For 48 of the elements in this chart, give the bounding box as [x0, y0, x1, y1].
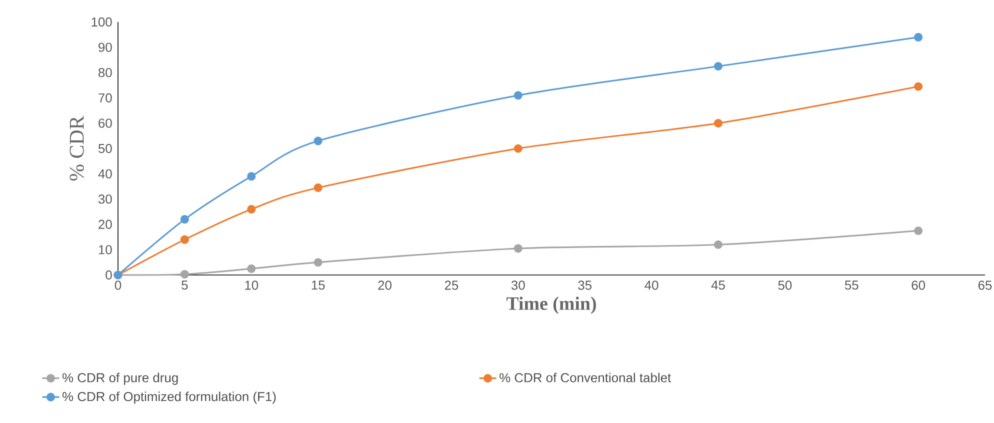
- point: [314, 136, 322, 146]
- y-tick-label: 100: [92, 17, 112, 27]
- point: [180, 215, 189, 224]
- x-tick-label: 60: [912, 280, 926, 290]
- point: [247, 204, 256, 214]
- point: [180, 270, 189, 279]
- point: [914, 226, 923, 236]
- x-tick-label: 0: [114, 280, 122, 290]
- x-tick-label: 40: [644, 280, 658, 290]
- legend-label: % CDR of pure drug: [62, 372, 178, 385]
- x-tick-label: 25: [444, 280, 458, 290]
- y-tick-label: 30: [98, 194, 112, 204]
- point: [714, 118, 723, 128]
- point: [514, 91, 522, 100]
- x-axis-title: Time (min): [506, 296, 596, 314]
- point: [914, 32, 923, 42]
- point: [314, 258, 322, 267]
- point: [314, 183, 322, 192]
- legend-label: % CDR of Conventional tablet: [500, 372, 672, 382]
- y-tick-label: 0: [106, 270, 112, 280]
- point: [247, 264, 256, 273]
- y-tick-label: 60: [98, 118, 112, 128]
- y-tick-label: 40: [98, 169, 112, 178]
- legend-label: % CDR of Optimized formulation (F1): [62, 392, 276, 404]
- point: [180, 235, 189, 244]
- x-tick-label: 65: [978, 280, 992, 290]
- x-tick-label: 5: [182, 280, 188, 290]
- y-tick-label: 90: [98, 42, 112, 52]
- x-tick-label: 20: [378, 280, 392, 290]
- x-tick-label: 50: [778, 280, 792, 290]
- y-tick-label: 10: [98, 245, 112, 254]
- x-tick-label: 15: [312, 280, 325, 290]
- point: [514, 144, 522, 153]
- y-axis-title: % CDR: [70, 116, 84, 181]
- x-tick-label: 10: [245, 280, 258, 290]
- point: [514, 244, 522, 253]
- y-tick-label: 50: [98, 144, 112, 154]
- point: [914, 82, 923, 91]
- x-tick-label: 55: [844, 280, 858, 290]
- y-tick-label: 70: [98, 93, 112, 102]
- point: [247, 172, 256, 181]
- point: [714, 240, 723, 249]
- x-tick-label: 35: [578, 280, 592, 290]
- x-tick-label: 45: [711, 280, 725, 290]
- y-tick-label: 80: [98, 68, 112, 78]
- x-tick-label: 30: [511, 280, 525, 290]
- y-tick-label: 20: [98, 220, 112, 229]
- point: [714, 62, 723, 71]
